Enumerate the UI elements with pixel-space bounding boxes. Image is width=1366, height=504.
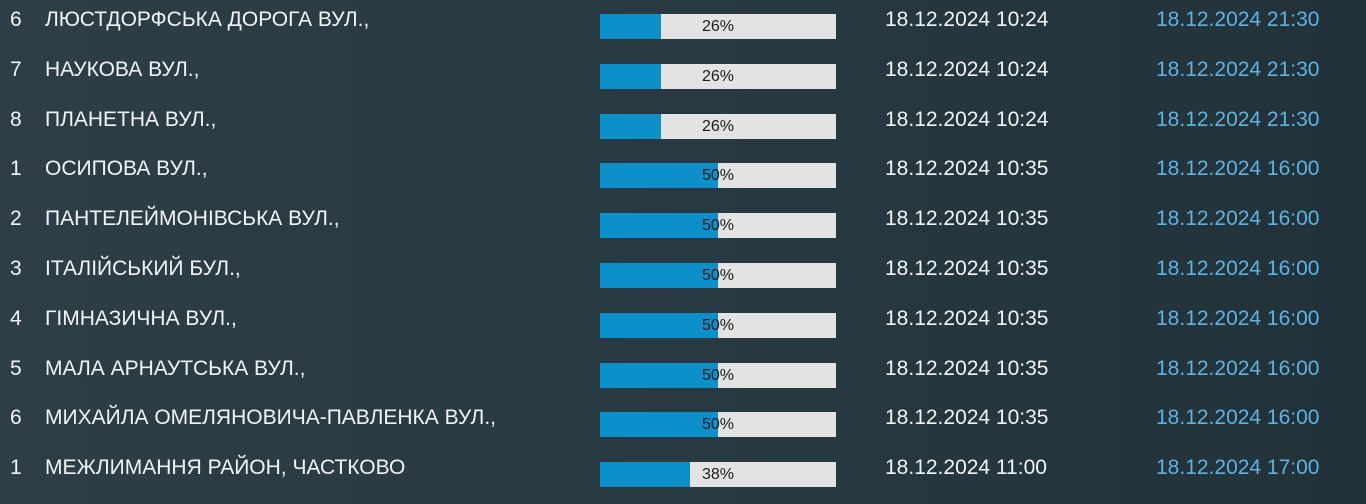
street-name: НАУКОВА ВУЛ., bbox=[45, 57, 200, 81]
end-time: 18.12.2024 21:30 bbox=[1156, 8, 1320, 31]
end-time: 18.12.2024 17:00 bbox=[1156, 456, 1320, 480]
row-number: 4 bbox=[10, 306, 22, 330]
progress-bar: 50% bbox=[600, 362, 836, 388]
street-name: ОСИПОВА ВУЛ., bbox=[45, 157, 208, 181]
start-time: 18.12.2024 10:35 bbox=[885, 257, 1049, 280]
list-item: 1 ОСИПОВА ВУЛ., 50% 18.12.2024 10:35 18.12.2… bbox=[0, 149, 1366, 199]
progress-label: 26% bbox=[701, 117, 735, 135]
progress-bar-fill bbox=[600, 312, 718, 338]
row-number: 1 bbox=[10, 456, 22, 480]
end-time: 18.12.2024 16:00 bbox=[1156, 306, 1320, 330]
progress-label: 38% bbox=[701, 466, 735, 484]
start-time: 18.12.2024 10:35 bbox=[885, 406, 1049, 430]
row-number: 7 bbox=[10, 57, 22, 81]
list-item: 1 МЕЖЛИМАННЯ РАЙОН, ЧАСТКОВО 38% 18.12.2024… bbox=[0, 448, 1366, 498]
start-time: 18.12.2024 11:00 bbox=[885, 456, 1047, 480]
list-item: 6 МИХАЙЛА ОМЕЛЯНОВИЧА-ПАВЛЕНКА ВУЛ., 50% 18… bbox=[0, 398, 1366, 448]
list-item: 6 ЛЮСТДОРФСЬКА ДОРОГА ВУЛ., 26% 18.12.2024 … bbox=[0, 0, 1366, 50]
progress-bar: 26% bbox=[600, 14, 836, 39]
progress-label: 50% bbox=[701, 316, 735, 334]
end-time: 18.12.2024 16:00 bbox=[1156, 406, 1320, 430]
progress-bar: 50% bbox=[600, 312, 836, 338]
street-name: МЕЖЛИМАННЯ РАЙОН, ЧАСТКОВО bbox=[45, 456, 406, 480]
list-item: 5 МАЛА АРНАУТСЬКА ВУЛ., 50% 18.12.2024 10:3… bbox=[0, 349, 1366, 399]
progress-bar: 26% bbox=[600, 113, 836, 139]
progress-bar: 50% bbox=[600, 263, 836, 288]
progress-bar-fill bbox=[600, 462, 690, 488]
start-time: 18.12.2024 10:24 bbox=[885, 107, 1049, 131]
end-time: 18.12.2024 21:30 bbox=[1156, 57, 1320, 81]
progress-label: 50% bbox=[701, 366, 735, 384]
end-time: 18.12.2024 16:00 bbox=[1156, 356, 1320, 380]
progress-bar-fill bbox=[600, 213, 718, 239]
progress-bar-fill bbox=[600, 362, 718, 388]
row-number: 6 bbox=[10, 406, 22, 430]
start-time: 18.12.2024 10:35 bbox=[885, 356, 1049, 380]
progress-bar-fill bbox=[600, 14, 662, 39]
progress-bar-fill bbox=[600, 163, 718, 189]
progress-label: 50% bbox=[701, 217, 735, 235]
progress-bar: 50% bbox=[600, 213, 836, 239]
progress-label: 50% bbox=[701, 167, 735, 185]
progress-bar: 26% bbox=[600, 63, 836, 89]
street-name: ПАНТЕЛЕЙМОНІВСЬКА ВУЛ., bbox=[45, 207, 340, 231]
progress-bar-fill bbox=[600, 63, 662, 89]
row-number: 1 bbox=[10, 157, 22, 181]
progress-label: 26% bbox=[701, 67, 735, 85]
street-name: ПЛАНЕТНА ВУЛ., bbox=[45, 107, 217, 131]
street-name: МИХАЙЛА ОМЕЛЯНОВИЧА-ПАВЛЕНКА ВУЛ., bbox=[45, 406, 496, 430]
progress-label: 50% bbox=[701, 267, 735, 284]
street-name: МАЛА АРНАУТСЬКА ВУЛ., bbox=[45, 356, 306, 380]
start-time: 18.12.2024 10:35 bbox=[885, 207, 1049, 231]
row-number: 6 bbox=[10, 8, 22, 31]
street-name: ЛЮСТДОРФСЬКА ДОРОГА ВУЛ., bbox=[45, 8, 370, 31]
start-time: 18.12.2024 10:35 bbox=[885, 306, 1049, 330]
list-item: 8 ПЛАНЕТНА ВУЛ., 26% 18.12.2024 10:24 18.12.… bbox=[0, 100, 1366, 150]
start-time: 18.12.2024 10:24 bbox=[885, 8, 1049, 31]
street-name: ГІМНАЗИЧНА ВУЛ., bbox=[45, 306, 237, 330]
list-item: 2 ПАНТЕЛЕЙМОНІВСЬКА ВУЛ., 50% 18.12.2024 10… bbox=[0, 199, 1366, 249]
progress-label: 26% bbox=[701, 18, 735, 35]
progress-bar-fill bbox=[600, 263, 718, 288]
row-number: 5 bbox=[10, 356, 22, 380]
list-item: 7 НАУКОВА ВУЛ., 26% 18.12.2024 10:24 18.12.2… bbox=[0, 50, 1366, 100]
list-item: 4 ГІМНАЗИЧНА ВУЛ., 50% 18.12.2024 10:35 18.1… bbox=[0, 299, 1366, 349]
end-time: 18.12.2024 16:00 bbox=[1156, 207, 1320, 231]
end-time: 18.12.2024 16:00 bbox=[1156, 157, 1320, 181]
row-number: 2 bbox=[10, 207, 22, 231]
progress-bar-fill bbox=[600, 113, 662, 139]
end-time: 18.12.2024 16:00 bbox=[1156, 257, 1320, 280]
row-number: 8 bbox=[10, 107, 22, 131]
start-time: 18.12.2024 10:24 bbox=[885, 57, 1049, 81]
end-time: 18.12.2024 21:30 bbox=[1156, 107, 1320, 131]
progress-label: 50% bbox=[701, 416, 735, 434]
list-item: 3 ІТАЛІЙСЬКИЙ БУЛ., 50% 18.12.2024 10:35 18.… bbox=[0, 249, 1366, 299]
progress-bar: 38% bbox=[600, 462, 836, 488]
progress-bar: 50% bbox=[600, 163, 836, 189]
progress-bar-fill bbox=[600, 412, 718, 438]
start-time: 18.12.2024 10:35 bbox=[885, 157, 1049, 181]
progress-bar: 50% bbox=[600, 412, 836, 438]
row-number: 3 bbox=[10, 257, 22, 280]
street-name: ІТАЛІЙСЬКИЙ БУЛ., bbox=[45, 257, 241, 280]
